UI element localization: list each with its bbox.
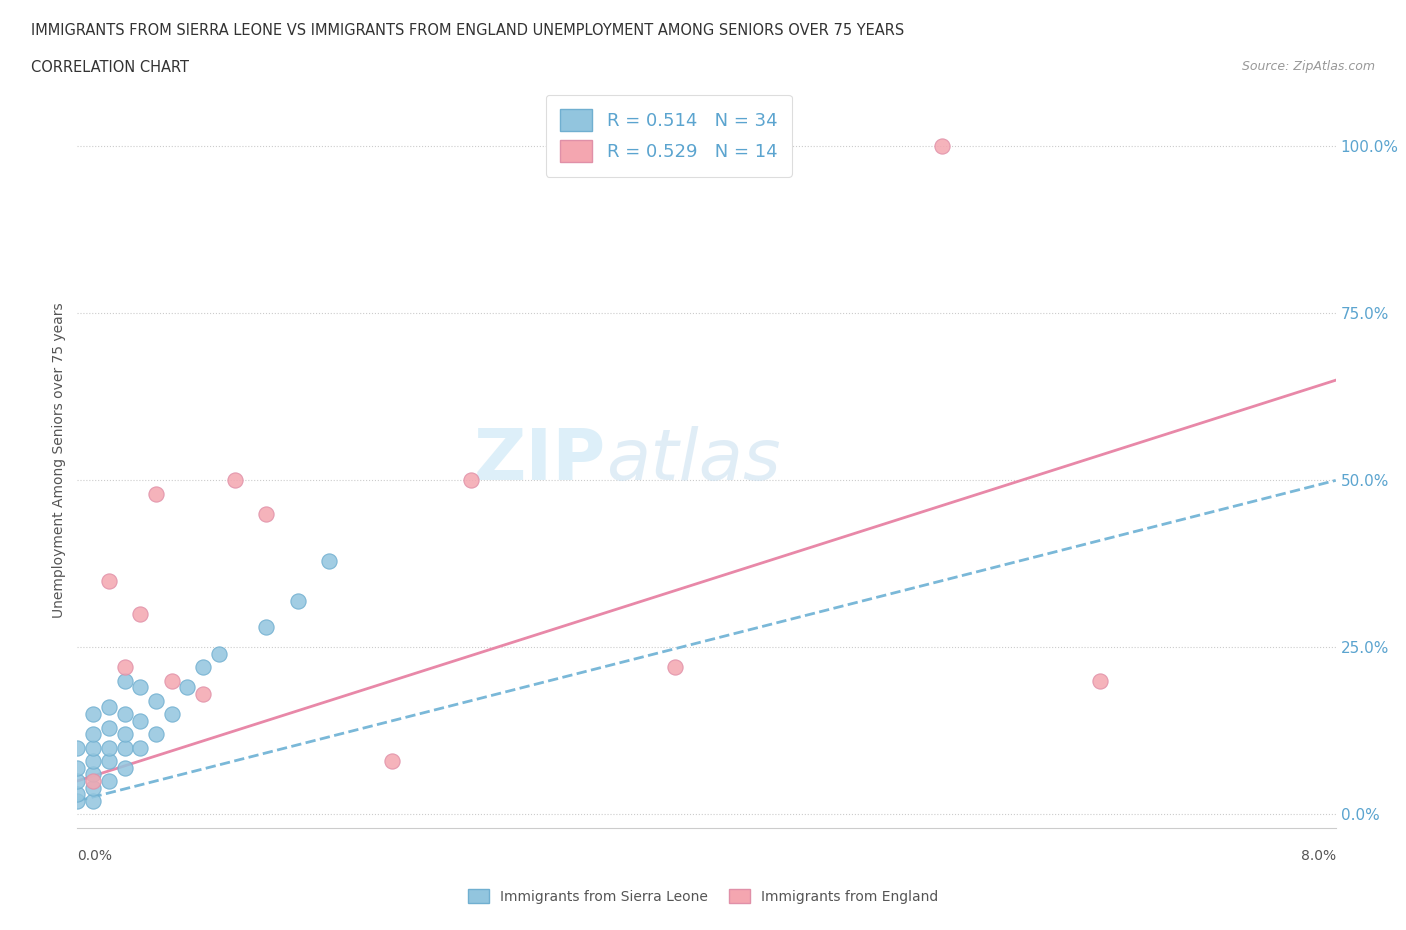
Point	[254, 620, 277, 635]
Point	[129, 740, 152, 755]
Text: atlas: atlas	[606, 426, 780, 495]
Point	[145, 694, 167, 709]
Point	[97, 573, 120, 588]
Point	[114, 726, 136, 741]
Point	[97, 774, 120, 789]
Point	[114, 740, 136, 755]
Point	[66, 787, 89, 802]
Point	[97, 753, 120, 768]
Point	[82, 707, 104, 722]
Point	[145, 486, 167, 501]
Point	[82, 740, 104, 755]
Point	[114, 673, 136, 688]
Point	[66, 760, 89, 775]
Point	[82, 774, 104, 789]
Point	[460, 473, 482, 488]
Text: CORRELATION CHART: CORRELATION CHART	[31, 60, 188, 75]
Point	[66, 774, 89, 789]
Point	[82, 767, 104, 782]
Point	[287, 593, 309, 608]
Point	[160, 707, 183, 722]
Point	[176, 680, 198, 695]
Point	[381, 753, 404, 768]
Text: ZIP: ZIP	[474, 426, 606, 495]
Point	[114, 660, 136, 675]
Point	[114, 707, 136, 722]
Point	[191, 660, 215, 675]
Point	[129, 606, 152, 621]
Point	[191, 686, 215, 701]
Point	[1088, 673, 1111, 688]
Point	[254, 506, 277, 521]
Point	[97, 720, 120, 735]
Point	[129, 680, 152, 695]
Point	[931, 139, 953, 153]
Point	[82, 793, 104, 808]
Point	[97, 740, 120, 755]
Point	[82, 726, 104, 741]
Point	[160, 673, 183, 688]
Point	[82, 780, 104, 795]
Point	[664, 660, 686, 675]
Legend: R = 0.514   N = 34, R = 0.529   N = 14: R = 0.514 N = 34, R = 0.529 N = 14	[546, 95, 792, 177]
Text: Source: ZipAtlas.com: Source: ZipAtlas.com	[1241, 60, 1375, 73]
Text: 8.0%: 8.0%	[1301, 849, 1336, 863]
Point	[208, 646, 231, 661]
Point	[145, 726, 167, 741]
Point	[114, 760, 136, 775]
Point	[66, 740, 89, 755]
Text: 0.0%: 0.0%	[77, 849, 112, 863]
Point	[318, 553, 340, 568]
Point	[82, 753, 104, 768]
Point	[66, 793, 89, 808]
Point	[224, 473, 246, 488]
Legend: Immigrants from Sierra Leone, Immigrants from England: Immigrants from Sierra Leone, Immigrants…	[463, 884, 943, 910]
Text: IMMIGRANTS FROM SIERRA LEONE VS IMMIGRANTS FROM ENGLAND UNEMPLOYMENT AMONG SENIO: IMMIGRANTS FROM SIERRA LEONE VS IMMIGRAN…	[31, 23, 904, 38]
Y-axis label: Unemployment Among Seniors over 75 years: Unemployment Among Seniors over 75 years	[52, 302, 66, 618]
Point	[129, 713, 152, 728]
Point	[97, 700, 120, 715]
